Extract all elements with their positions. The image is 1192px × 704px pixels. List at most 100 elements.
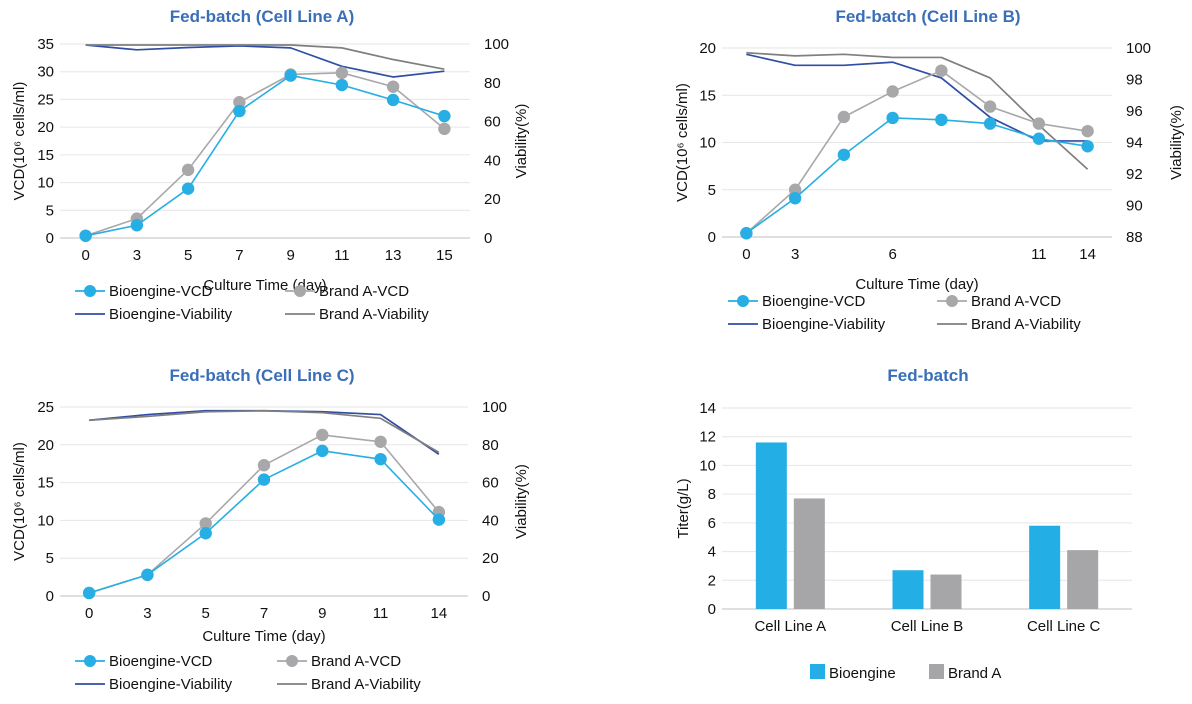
bar-bioengine bbox=[755, 442, 787, 609]
legend-label: Brand A-Viability bbox=[319, 306, 429, 323]
legend-label: Bioengine-VCD bbox=[109, 283, 213, 300]
x-tick-label: 5 bbox=[202, 605, 210, 622]
y-tick-label: 10 bbox=[37, 175, 54, 192]
data-point-bioengine-vcd bbox=[1032, 132, 1046, 145]
legend-label: Brand A bbox=[948, 665, 1001, 682]
category-label: Cell Line A bbox=[754, 618, 826, 635]
series-line-brand-a-viability bbox=[89, 409, 440, 454]
data-point-brand-a-vcd bbox=[837, 110, 851, 124]
x-tick-label: 0 bbox=[85, 605, 93, 622]
chart-title: Fed-batch (Cell Line A) bbox=[170, 7, 355, 26]
series-line-bioengine-vcd bbox=[85, 74, 445, 237]
legend-swatch-bioengine bbox=[810, 664, 825, 679]
data-point-brand-a-vcd bbox=[199, 517, 212, 530]
y-axis-label: Titer(g/L) bbox=[675, 478, 692, 538]
legend-label: Bioengine-Viability bbox=[762, 316, 886, 333]
y-tick-label: 10 bbox=[37, 512, 54, 529]
y-tick-label: 12 bbox=[699, 429, 716, 446]
data-point-bioengine-vcd bbox=[374, 452, 387, 466]
data-point-bioengine-vcd bbox=[199, 527, 212, 540]
y2-axis-label: Viability(%) bbox=[513, 104, 530, 179]
x-tick-label: 13 bbox=[385, 247, 402, 264]
y2-tick-label: 88 bbox=[1126, 229, 1143, 246]
data-point-bioengine-vcd bbox=[788, 192, 802, 205]
data-point-bioengine-vcd bbox=[141, 568, 154, 582]
chart-title: Fed-batch bbox=[887, 366, 968, 385]
y2-tick-label: 40 bbox=[482, 512, 499, 529]
x-tick-label: 6 bbox=[888, 246, 896, 263]
data-point-brand-a-vcd bbox=[1081, 124, 1094, 138]
data-point-bioengine-vcd bbox=[438, 109, 451, 123]
series-line-brand-a-viability bbox=[746, 51, 1089, 170]
y-tick-label: 5 bbox=[46, 202, 54, 219]
legend-label: Bioengine bbox=[829, 665, 896, 682]
chart-title: Fed-batch (Cell Line C) bbox=[169, 366, 354, 385]
data-point-bioengine-vcd bbox=[257, 473, 271, 486]
data-point-bioengine-vcd bbox=[284, 69, 297, 82]
legend-label: Brand A-Viability bbox=[971, 316, 1081, 333]
legend-label: Bioengine-Viability bbox=[109, 676, 233, 693]
x-tick-label: 0 bbox=[742, 246, 750, 263]
y-tick-label: 20 bbox=[699, 40, 716, 57]
y-tick-label: 30 bbox=[37, 64, 54, 81]
y2-tick-label: 80 bbox=[484, 75, 501, 92]
x-tick-label: 14 bbox=[431, 605, 448, 622]
legend-label: Bioengine-VCD bbox=[109, 653, 213, 670]
data-point-brand-a-vcd bbox=[438, 122, 451, 136]
x-tick-label: 3 bbox=[143, 605, 151, 622]
y-tick-label: 8 bbox=[708, 486, 716, 503]
y-axis-label: VCD(10⁶ cells/ml) bbox=[674, 83, 691, 202]
y-tick-label: 25 bbox=[37, 91, 54, 108]
data-point-brand-a-vcd bbox=[935, 64, 948, 77]
legend-swatch-marker bbox=[737, 295, 749, 307]
y2-tick-label: 100 bbox=[1126, 40, 1151, 57]
legend-label: Brand A-Viability bbox=[311, 676, 421, 693]
bar-bioengine bbox=[1029, 525, 1061, 609]
legend-swatch-brand-a bbox=[929, 664, 944, 679]
y-tick-label: 2 bbox=[708, 572, 716, 589]
legend-swatch-marker bbox=[84, 285, 96, 297]
series-line-brand-a-viability bbox=[85, 44, 445, 71]
y2-tick-label: 90 bbox=[1126, 198, 1143, 215]
bar-brand-a bbox=[930, 574, 962, 609]
data-point-bioengine-vcd bbox=[181, 182, 195, 195]
y2-tick-label: 94 bbox=[1126, 135, 1143, 152]
data-point-bioengine-vcd bbox=[82, 586, 96, 600]
series-line-bioengine-vcd bbox=[745, 117, 1088, 234]
y2-tick-label: 0 bbox=[482, 588, 490, 605]
x-tick-label: 9 bbox=[318, 605, 326, 622]
data-point-brand-a-vcd bbox=[257, 459, 271, 472]
y-tick-label: 35 bbox=[37, 36, 54, 53]
legend-label: Bioengine-Viability bbox=[109, 306, 233, 323]
y2-tick-label: 60 bbox=[484, 114, 501, 131]
data-point-bioengine-vcd bbox=[316, 444, 329, 458]
x-tick-label: 3 bbox=[791, 246, 799, 263]
y2-tick-label: 20 bbox=[484, 191, 501, 208]
data-point-brand-a-vcd bbox=[788, 183, 802, 196]
data-point-bioengine-vcd bbox=[386, 93, 400, 107]
y2-axis-label: Viability(%) bbox=[1168, 105, 1185, 180]
x-tick-label: 11 bbox=[334, 247, 350, 264]
y2-tick-label: 100 bbox=[484, 36, 509, 53]
y-tick-label: 10 bbox=[699, 457, 716, 474]
legend-swatch-marker bbox=[286, 655, 298, 667]
data-point-brand-a-vcd bbox=[233, 96, 246, 109]
x-tick-label: 11 bbox=[373, 605, 389, 622]
chart-cell-line-b: Fed-batch (Cell Line B) 0 5 10 15 20 88 90 92 94 9… bbox=[674, 7, 1185, 333]
series-line-brand-a-vcd bbox=[745, 69, 1088, 234]
x-tick-label: 3 bbox=[133, 247, 141, 264]
x-axis-label: Culture Time (day) bbox=[202, 628, 325, 645]
y-tick-label: 20 bbox=[37, 119, 54, 136]
chart-cell-line-c: Fed-batch (Cell Line C) 0 5 10 15 20 25 0 20 40 60… bbox=[11, 366, 530, 693]
y-tick-label: 4 bbox=[708, 544, 716, 561]
data-point-bioengine-vcd bbox=[983, 117, 997, 130]
data-point-bioengine-vcd bbox=[130, 219, 144, 232]
bar-bioengine bbox=[892, 570, 924, 609]
y2-tick-label: 92 bbox=[1126, 166, 1143, 183]
y2-tick-label: 80 bbox=[482, 437, 499, 454]
data-point-bioengine-vcd bbox=[432, 513, 446, 526]
y2-tick-label: 60 bbox=[482, 475, 499, 492]
series-line-bioengine-viability bbox=[85, 44, 445, 78]
data-point-bioengine-vcd bbox=[79, 229, 92, 242]
